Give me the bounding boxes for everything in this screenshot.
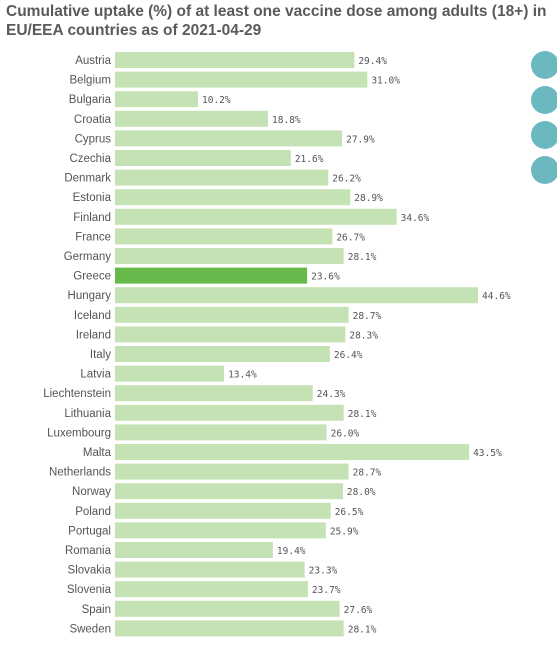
category-label-malta: Malta (83, 447, 112, 459)
category-label-iceland: Iceland (74, 310, 111, 322)
bar-spain[interactable] (115, 601, 340, 617)
side-button-1[interactable] (531, 51, 557, 79)
bar-malta[interactable] (115, 444, 469, 460)
category-label-sweden: Sweden (69, 623, 111, 635)
value-label-malta: 43.5% (473, 448, 502, 459)
value-label-latvia: 13.4% (228, 370, 257, 381)
category-label-romania: Romania (65, 545, 112, 557)
bar-austria[interactable] (115, 52, 354, 68)
category-label-liechtenstein: Liechtenstein (43, 388, 111, 400)
value-label-poland: 26.5% (335, 507, 364, 518)
category-label-slovakia: Slovakia (68, 565, 112, 577)
category-label-croatia: Croatia (74, 114, 112, 126)
value-label-ireland: 28.3% (349, 330, 378, 341)
value-label-denmark: 26.2% (332, 174, 361, 185)
value-label-hungary: 44.6% (482, 291, 511, 302)
value-label-finland: 34.6% (401, 213, 430, 224)
value-label-sweden: 28.1% (348, 624, 377, 635)
value-label-austria: 29.4% (358, 56, 387, 67)
bar-lithuania[interactable] (115, 405, 344, 421)
bar-liechtenstein[interactable] (115, 385, 313, 401)
bar-iceland[interactable] (115, 307, 349, 323)
category-label-greece: Greece (73, 271, 111, 283)
value-label-estonia: 28.9% (354, 193, 383, 204)
side-button-2[interactable] (531, 86, 557, 114)
value-label-germany: 28.1% (348, 252, 377, 263)
category-label-latvia: Latvia (80, 369, 111, 381)
bar-luxembourg[interactable] (115, 424, 327, 440)
category-label-spain: Spain (82, 604, 111, 616)
value-label-cyprus: 27.9% (346, 134, 375, 145)
bar-finland[interactable] (115, 209, 397, 225)
value-label-slovenia: 23.7% (312, 585, 341, 596)
value-label-belgium: 31.0% (371, 76, 400, 87)
category-label-france: France (75, 231, 111, 243)
value-label-greece: 23.6% (311, 272, 340, 283)
bar-netherlands[interactable] (115, 464, 349, 480)
category-label-luxembourg: Luxembourg (47, 427, 111, 439)
category-label-slovenia: Slovenia (67, 584, 112, 596)
category-label-netherlands: Netherlands (49, 467, 111, 479)
category-label-cyprus: Cyprus (75, 133, 112, 145)
value-label-slovakia: 23.3% (309, 566, 338, 577)
bar-ireland[interactable] (115, 326, 345, 342)
bar-slovakia[interactable] (115, 562, 305, 578)
bar-estonia[interactable] (115, 189, 350, 205)
bar-poland[interactable] (115, 503, 331, 519)
value-label-spain: 27.6% (344, 605, 373, 616)
category-label-hungary: Hungary (68, 290, 112, 302)
value-label-liechtenstein: 24.3% (317, 389, 346, 400)
category-label-finland: Finland (73, 212, 111, 224)
value-label-italy: 26.4% (334, 350, 363, 361)
value-label-netherlands: 28.7% (353, 468, 382, 479)
bar-latvia[interactable] (115, 366, 224, 382)
value-label-france: 26.7% (336, 232, 365, 243)
category-label-czechia: Czechia (69, 153, 111, 165)
category-label-italy: Italy (90, 349, 111, 361)
side-button-4[interactable] (531, 156, 557, 184)
value-label-romania: 19.4% (277, 546, 306, 557)
bar-greece[interactable] (115, 268, 307, 284)
category-label-denmark: Denmark (64, 173, 111, 185)
category-label-austria: Austria (75, 55, 111, 67)
value-label-bulgaria: 10.2% (202, 95, 231, 106)
bar-sweden[interactable] (115, 620, 344, 636)
bar-denmark[interactable] (115, 170, 328, 186)
value-label-croatia: 18.8% (272, 115, 301, 126)
category-label-portugal: Portugal (68, 525, 111, 537)
value-label-luxembourg: 26.0% (331, 428, 360, 439)
bar-italy[interactable] (115, 346, 330, 362)
bar-france[interactable] (115, 228, 332, 244)
category-label-estonia: Estonia (73, 192, 112, 204)
bar-norway[interactable] (115, 483, 343, 499)
bar-bulgaria[interactable] (115, 91, 198, 107)
value-label-czechia: 21.6% (295, 154, 324, 165)
category-label-poland: Poland (75, 506, 111, 518)
value-label-lithuania: 28.1% (348, 409, 377, 420)
value-label-iceland: 28.7% (353, 311, 382, 322)
bar-czechia[interactable] (115, 150, 291, 166)
bar-romania[interactable] (115, 542, 273, 558)
bar-slovenia[interactable] (115, 581, 308, 597)
value-label-norway: 28.0% (347, 487, 376, 498)
category-label-bulgaria: Bulgaria (69, 94, 112, 106)
bar-cyprus[interactable] (115, 130, 342, 146)
side-button-3[interactable] (531, 121, 557, 149)
category-label-belgium: Belgium (69, 75, 111, 87)
category-label-norway: Norway (72, 486, 111, 498)
bar-hungary[interactable] (115, 287, 478, 303)
bar-belgium[interactable] (115, 72, 367, 88)
category-label-ireland: Ireland (76, 329, 111, 341)
category-label-lithuania: Lithuania (64, 408, 111, 420)
category-label-germany: Germany (64, 251, 112, 263)
bar-germany[interactable] (115, 248, 344, 264)
bar-portugal[interactable] (115, 522, 326, 538)
bar-croatia[interactable] (115, 111, 268, 127)
value-label-portugal: 25.9% (330, 526, 359, 537)
